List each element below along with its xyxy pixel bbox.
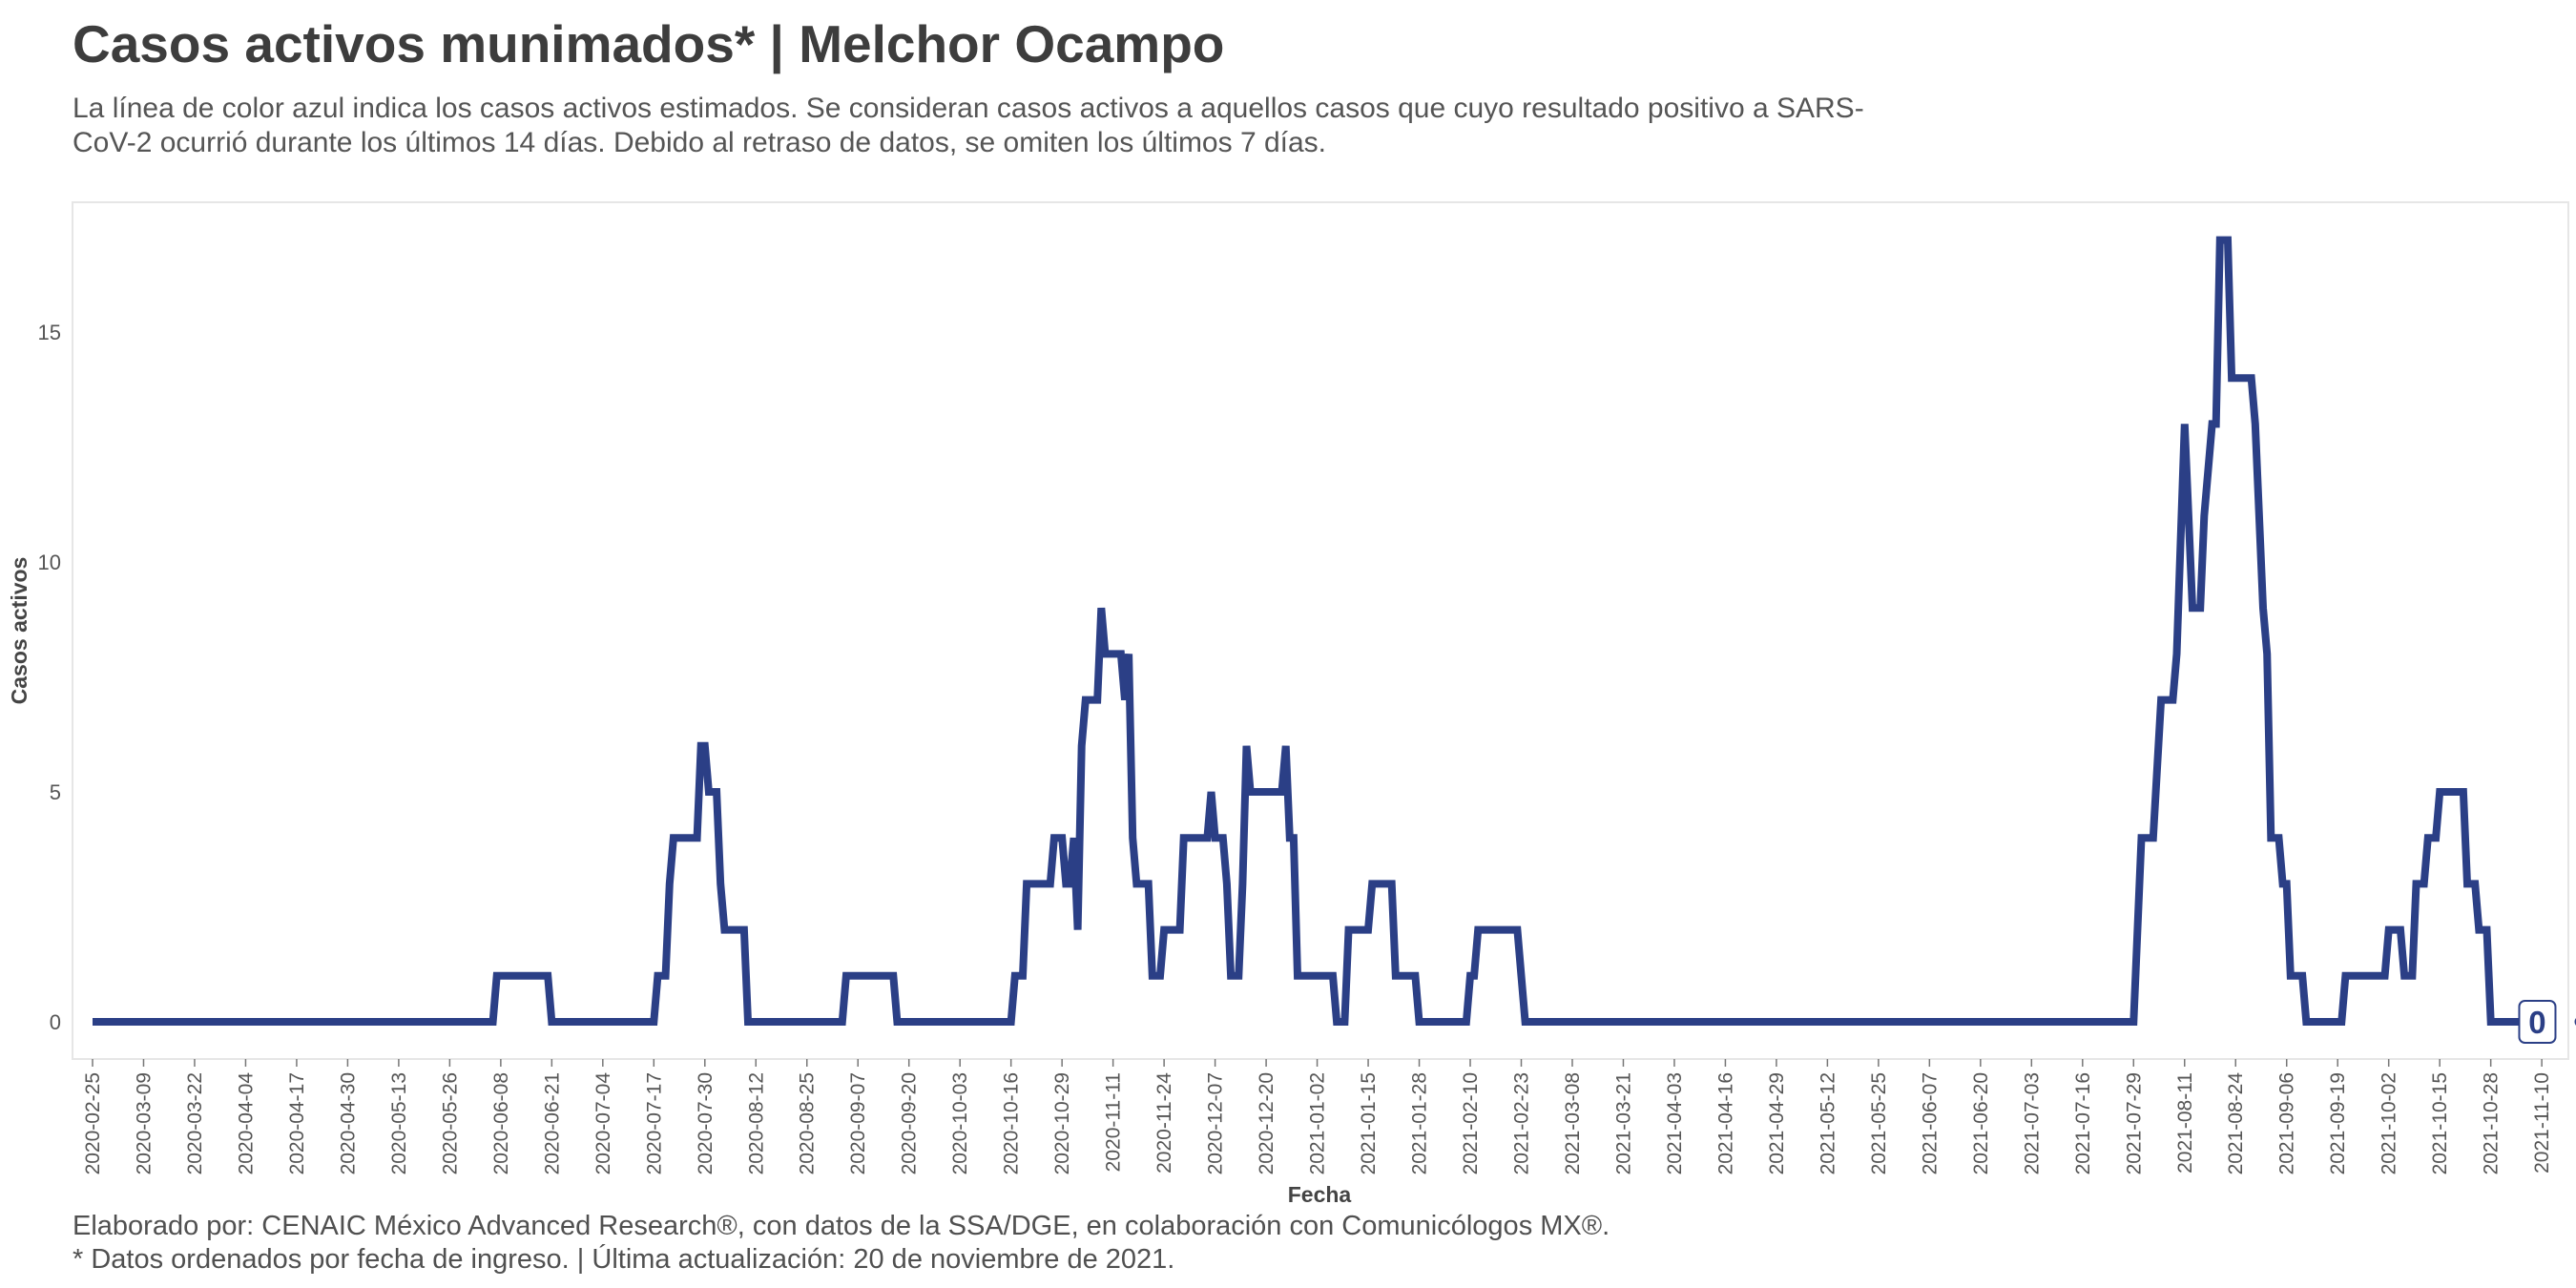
x-tick-label: 2020-05-26 (439, 1072, 461, 1174)
x-tick-label: 2020-07-04 (592, 1072, 614, 1175)
x-tick-label: 2020-12-20 (1256, 1072, 1278, 1174)
x-tick-label: 2021-04-29 (1766, 1072, 1788, 1174)
chart-caption: Elaborado por: CENAIC México Advanced Re… (73, 1210, 1610, 1277)
x-tick-label: 2021-04-16 (1714, 1072, 1736, 1174)
x-tick-label: 2020-04-17 (286, 1072, 308, 1174)
x-tick-label: 2020-12-07 (1205, 1072, 1227, 1174)
x-tick-label: 2021-10-15 (2429, 1072, 2451, 1174)
x-tick-label: 2021-05-12 (1817, 1072, 1839, 1174)
x-tick-label: 2021-07-16 (2072, 1072, 2094, 1174)
y-tick-label: 10 (38, 551, 61, 574)
y-axis-title: Casos activos (7, 557, 31, 705)
series-line (93, 236, 2554, 1026)
x-tick-label: 2021-01-02 (1307, 1072, 1329, 1174)
y-tick-label: 5 (50, 780, 61, 804)
x-tick-label: 2021-01-15 (1358, 1072, 1380, 1174)
chart-subtitle: La línea de color azul indica los casos … (73, 93, 1864, 158)
x-tick-label: 2021-07-03 (2021, 1072, 2043, 1174)
x-tick-label: 2021-07-29 (2123, 1072, 2145, 1174)
end-value-box (2518, 1000, 2557, 1044)
x-tick-label: 2020-02-25 (82, 1072, 104, 1174)
x-tick-label: 2020-10-16 (1001, 1072, 1023, 1174)
x-tick-label: 2021-01-28 (1409, 1072, 1431, 1174)
x-tick-label: 2021-02-10 (1460, 1072, 1482, 1174)
x-tick-label: 2020-04-04 (235, 1072, 257, 1175)
x-tick-label: 2020-06-21 (541, 1072, 563, 1174)
x-tick-label: 2020-08-12 (745, 1072, 767, 1174)
chart-title: Casos activos munimados* | Melchor Ocamp… (73, 14, 1225, 73)
x-tick-label: 2021-09-06 (2276, 1072, 2298, 1174)
x-tick-label: 2020-10-03 (949, 1072, 971, 1174)
x-tick-label: 2020-09-07 (847, 1072, 869, 1174)
x-tick-label: 2021-02-23 (1510, 1072, 1532, 1174)
x-tick-label: 2021-10-02 (2379, 1072, 2400, 1174)
x-tick-label: 2020-03-09 (133, 1072, 155, 1174)
caption-note: * Datos ordenados por fecha de ingreso. … (73, 1244, 1175, 1275)
x-tick-label: 2021-08-11 (2174, 1072, 2196, 1174)
x-axis-title: Fecha (1288, 1182, 1352, 1207)
caption-credits: Elaborado por: CENAIC México Advanced Re… (73, 1211, 1610, 1241)
x-tick-label: 2021-09-19 (2327, 1072, 2349, 1174)
x-tick-label: 2020-10-29 (1051, 1072, 1073, 1174)
x-tick-label: 2020-03-22 (184, 1072, 206, 1174)
x-tick-label: 2021-11-10 (2531, 1072, 2553, 1174)
y-tick-label: 0 (50, 1010, 61, 1034)
x-tick-label: 2021-08-24 (2225, 1072, 2247, 1175)
x-tick-label: 2021-06-20 (1970, 1072, 1992, 1174)
x-tick-label: 2021-10-28 (2481, 1072, 2503, 1174)
x-tick-label: 2021-06-07 (1919, 1072, 1941, 1174)
x-tick-label: 2020-08-25 (797, 1072, 819, 1174)
plot-panel (72, 201, 2569, 1060)
x-tick-label: 2021-04-03 (1664, 1072, 1686, 1174)
x-tick-label: 2020-06-08 (490, 1072, 512, 1174)
x-tick-label: 2020-07-30 (695, 1072, 717, 1174)
x-tick-label: 2020-07-17 (643, 1072, 665, 1174)
x-tick-label: 2020-11-11 (1103, 1072, 1125, 1172)
x-tick-label: 2021-05-25 (1868, 1072, 1890, 1174)
x-tick-label: 2021-03-21 (1612, 1072, 1634, 1174)
end-value-label: 0 (2528, 1005, 2545, 1040)
y-tick-label: 15 (38, 321, 61, 344)
x-tick-label: 2020-11-24 (1153, 1072, 1175, 1174)
x-tick-label: 2020-09-20 (899, 1072, 921, 1174)
x-tick-label: 2021-03-08 (1562, 1072, 1584, 1174)
x-tick-label: 2020-04-30 (337, 1072, 359, 1174)
x-tick-label: 2020-05-13 (388, 1072, 410, 1174)
